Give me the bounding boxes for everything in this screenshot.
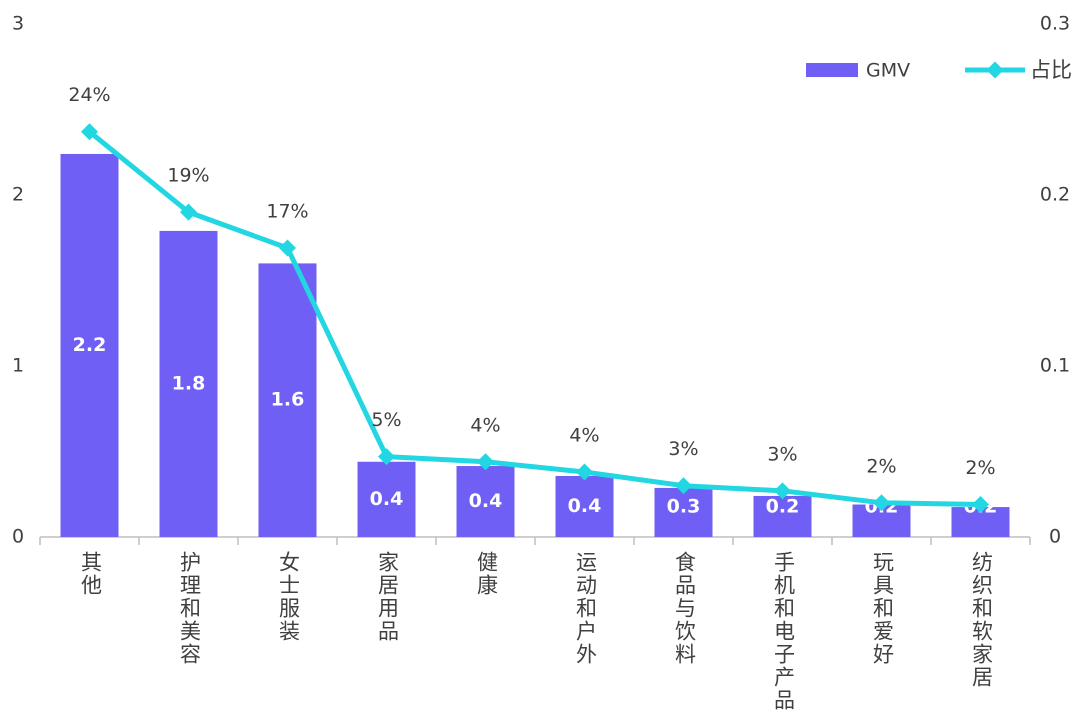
bar	[654, 487, 713, 537]
x-tick-label: 食品与饮料	[673, 551, 697, 666]
y2-tick-label: 0.3	[1040, 13, 1070, 35]
bar-value-label: 0.4	[568, 495, 602, 517]
y-tick-label: 1	[12, 355, 24, 377]
line-value-label: 24%	[68, 84, 110, 106]
x-tick-label: 手机和电子产品	[772, 551, 796, 712]
line-marker	[378, 448, 395, 466]
line-marker	[81, 123, 98, 141]
line-marker	[972, 496, 989, 513]
bar-value-label: 1.8	[172, 372, 206, 394]
line-value-label: 19%	[167, 165, 209, 187]
line-value-label: 4%	[569, 425, 599, 447]
bar-value-label: 0.2	[766, 496, 800, 518]
bar-value-label: 0.3	[667, 496, 701, 518]
y2-tick-label: 0.2	[1040, 184, 1070, 206]
x-tick-label: 护理和美容	[178, 551, 202, 666]
legend-label: 占比	[1030, 58, 1072, 82]
y2-tick-label: 0	[1049, 526, 1061, 548]
bar	[456, 466, 515, 537]
line-value-label: 2%	[965, 457, 995, 479]
line-marker	[675, 477, 692, 495]
line-marker	[180, 203, 197, 221]
line-value-label: 5%	[371, 409, 401, 431]
bar-value-label: 0.4	[370, 488, 404, 510]
y-tick-label: 0	[12, 526, 24, 548]
line-value-label: 3%	[767, 443, 797, 465]
line-value-label: 17%	[266, 201, 308, 223]
bar	[555, 475, 614, 537]
y2-tick-label: 0.1	[1040, 355, 1070, 377]
line-marker	[279, 239, 296, 257]
line-value-label: 2%	[866, 455, 896, 477]
y-tick-label: 3	[12, 13, 24, 35]
line-marker	[873, 494, 890, 512]
x-tick-label: 运动和户外	[574, 551, 598, 666]
bar	[357, 461, 416, 537]
bar-value-label: 2.2	[73, 334, 107, 356]
y-tick-label: 2	[12, 184, 24, 206]
line-value-label: 3%	[668, 438, 698, 460]
line-marker	[774, 482, 791, 500]
x-tick-label: 健康	[475, 551, 499, 597]
x-tick-label: 女士服装	[277, 551, 301, 643]
legend-label: GMV	[866, 60, 910, 82]
x-tick-label: 玩具和爱好	[871, 551, 895, 666]
bar-value-label: 1.6	[271, 389, 305, 411]
line	[87, 129, 981, 508]
x-tick-label: 其他	[79, 551, 103, 597]
line-value-label: 4%	[470, 414, 500, 436]
x-tick-label: 家居用品	[376, 551, 400, 643]
legend-marker	[986, 61, 1004, 79]
bar	[258, 263, 317, 537]
legend-swatch	[806, 63, 858, 77]
line-marker	[477, 453, 494, 471]
line-marker	[576, 463, 593, 481]
bar-value-label: 0.4	[469, 490, 503, 512]
x-tick-label: 纺织和软家居	[970, 551, 994, 689]
bar	[753, 495, 812, 537]
bar	[60, 153, 119, 537]
bar	[159, 230, 218, 537]
